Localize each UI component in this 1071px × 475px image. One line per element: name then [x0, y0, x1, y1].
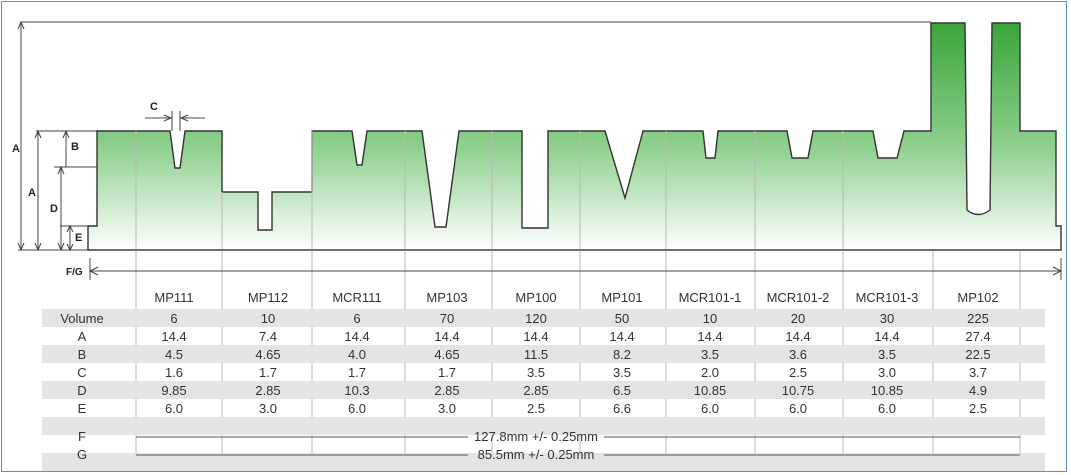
dim-label-d: D — [50, 203, 58, 215]
table-cell: 1.7 — [259, 365, 277, 380]
table-cell: 30 — [880, 311, 894, 326]
table-cell: 11.5 — [524, 347, 548, 362]
dim-label-a-outer: A — [12, 143, 20, 155]
table-cell: 4.65 — [434, 347, 459, 362]
table-cell: 2.85 — [523, 383, 548, 398]
table-cell: 3.5 — [878, 347, 896, 362]
table-cell: 4.0 — [348, 347, 366, 362]
table-cell: 70 — [440, 311, 454, 326]
table-cell: 10.75 — [782, 383, 815, 398]
dim-label-b: B — [71, 141, 79, 153]
table-cell: 3.0 — [259, 401, 277, 416]
dim-label-a-inner: A — [28, 187, 36, 199]
table-cell: 14.4 — [785, 329, 810, 344]
row-label: F — [78, 429, 86, 444]
table-cell: 14.4 — [434, 329, 459, 344]
table-cell: 9.85 — [161, 383, 186, 398]
table-cell: 27.4 — [965, 329, 990, 344]
table-cell: 6.5 — [613, 383, 631, 398]
table-cell: 1.6 — [165, 365, 183, 380]
table-cell: 4.9 — [969, 383, 987, 398]
span-dimension-text: 85.5mm +/- 0.25mm — [478, 447, 595, 462]
table-cell: 3.6 — [789, 347, 807, 362]
table-cell: 22.5 — [965, 347, 990, 362]
row-label: D — [77, 383, 86, 398]
row-label: A — [78, 329, 87, 344]
table-cell: 10 — [703, 311, 717, 326]
table-cell: 14.4 — [344, 329, 369, 344]
row-label: E — [78, 401, 87, 416]
table-cell: 10 — [261, 311, 275, 326]
table-cell: 120 — [525, 311, 547, 326]
column-header: MCR101-3 — [856, 290, 919, 305]
column-header: MCR101-1 — [679, 290, 742, 305]
table-cell: 1.7 — [348, 365, 366, 380]
span-rows: F 127.8mm +/- 0.25mm G 85.5mm +/- 0.25mm — [77, 429, 1020, 462]
dimension-lines — [17, 20, 1063, 280]
table-cell: 20 — [791, 311, 805, 326]
table-cell: 3.0 — [438, 401, 456, 416]
row-label: G — [77, 447, 87, 462]
table-cell: 1.7 — [438, 365, 456, 380]
table-cell: 3.5 — [527, 365, 545, 380]
table-cell: 14.4 — [523, 329, 548, 344]
table-cell: 3.0 — [878, 365, 896, 380]
table-cell: 10.85 — [694, 383, 727, 398]
column-header: MP111 — [154, 290, 193, 305]
table-cell: 14.4 — [609, 329, 634, 344]
dim-label-fg: F/G — [66, 267, 83, 278]
table-cell: 2.5 — [969, 401, 987, 416]
table-cell: 225 — [967, 311, 989, 326]
table-cell: 10.85 — [871, 383, 904, 398]
column-header: MP101 — [601, 290, 642, 305]
table-cell: 6 — [353, 311, 360, 326]
table-cell: 2.85 — [255, 383, 280, 398]
dim-label-e: E — [75, 232, 82, 244]
span-dimension-text: 127.8mm +/- 0.25mm — [474, 429, 598, 444]
column-header: MP102 — [957, 290, 998, 305]
table-cell: 14.4 — [161, 329, 186, 344]
table-cell: 3.7 — [969, 365, 987, 380]
column-header: MP112 — [248, 290, 288, 305]
column-header: MCR101-2 — [767, 290, 830, 305]
table-cell: 4.5 — [165, 347, 183, 362]
table-cell: 6.0 — [165, 401, 183, 416]
table-cell: 7.4 — [259, 329, 277, 344]
row-label: Volume — [60, 311, 103, 326]
row-label: B — [78, 347, 87, 362]
row-label: C — [77, 365, 86, 380]
table-cell: 3.5 — [613, 365, 631, 380]
table-cell: 8.2 — [613, 347, 631, 362]
table-cell: 6.0 — [878, 401, 896, 416]
table-cell: 3.5 — [701, 347, 719, 362]
column-header: MP100 — [515, 290, 556, 305]
column-header: MCR111 — [332, 290, 381, 305]
plate-profile — [87, 22, 1062, 251]
data-rows: Volume 6 10 6 70 120 50 10 20 30 225 A 14.4 7.4 14.4 14… — [60, 311, 990, 416]
table-row-shading — [42, 309, 1045, 471]
table-cell: 2.0 — [701, 365, 719, 380]
table-cell: 14.4 — [697, 329, 722, 344]
column-headers: MP111 MP112 MCR111 MP103 MP100 MP101 MCR101-1 M… — [154, 290, 998, 305]
table-cell: 4.65 — [255, 347, 280, 362]
table-cell: 14.4 — [874, 329, 899, 344]
table-cell: 50 — [615, 311, 629, 326]
table-cell: 6.0 — [348, 401, 366, 416]
dim-label-c: C — [150, 101, 158, 113]
column-header: MP103 — [426, 290, 467, 305]
table-cell: 2.85 — [434, 383, 459, 398]
table-cell: 6.0 — [789, 401, 807, 416]
table-cell: 6 — [170, 311, 177, 326]
table-cell: 6.6 — [613, 401, 631, 416]
table-cell: 2.5 — [527, 401, 545, 416]
table-cell: 10.3 — [344, 383, 369, 398]
table-cell: 6.0 — [701, 401, 719, 416]
table-cell: 2.5 — [789, 365, 807, 380]
